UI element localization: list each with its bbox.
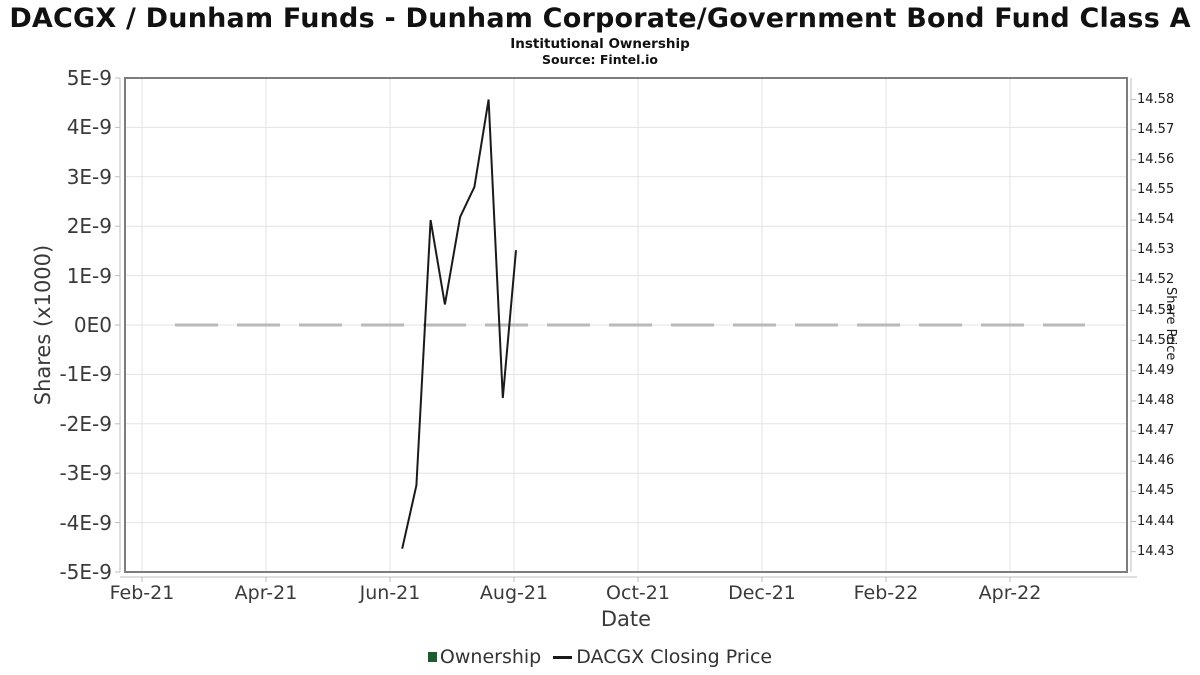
- right-axis-tick-label: 14.50: [1137, 332, 1175, 348]
- right-axis-tick-label: 14.46: [1137, 453, 1175, 469]
- left-axis-tick-label: 0E0: [73, 313, 112, 337]
- right-axis-tick-label: 14.49: [1137, 362, 1175, 378]
- right-axis-tick-label: 14.48: [1137, 392, 1175, 408]
- right-axis-tick-label: 14.54: [1137, 212, 1175, 228]
- ownership-swatch-icon: [427, 652, 437, 662]
- x-axis-tick-label: Aug-21: [479, 582, 549, 604]
- left-axis-tick-label: -2E-9: [59, 411, 112, 436]
- left-axis-tick-label: -1E-9: [59, 362, 112, 387]
- legend-item-price[interactable]: DACGX Closing Price: [541, 646, 772, 668]
- x-axis-title: Date: [600, 607, 652, 631]
- left-axis-tick-label: 3E-9: [66, 164, 112, 189]
- legend: Ownership DACGX Closing Price: [0, 646, 1200, 668]
- left-axis-tick-label: 5E-9: [66, 66, 112, 90]
- right-axis-tick-label: 14.47: [1137, 423, 1175, 439]
- x-axis-tick-label: Oct-21: [606, 582, 670, 604]
- plot-area: [115, 77, 1137, 582]
- right-axis-tick-label: 14.55: [1137, 181, 1175, 197]
- left-axis-tick-label: 1E-9: [66, 263, 112, 288]
- left-axis-tick-label: 4E-9: [66, 115, 112, 140]
- chart-subtitle: Institutional Ownership: [510, 36, 690, 52]
- plot-border: [124, 77, 1128, 573]
- right-axis-tick-label: 14.51: [1137, 302, 1175, 318]
- right-axis-tick-label: 14.53: [1137, 242, 1175, 258]
- right-axis-tick-label: 14.43: [1137, 543, 1175, 559]
- right-axis-tick-label: 14.45: [1137, 483, 1175, 499]
- price-line-swatch-icon: [553, 655, 573, 659]
- left-axis-tick-label: -3E-9: [59, 461, 112, 486]
- right-axis-tick-label: 14.52: [1137, 272, 1175, 288]
- x-axis-tick-label: Apr-22: [978, 582, 1042, 604]
- right-axis-tick-label: 14.57: [1137, 121, 1175, 137]
- right-axis-tick-label: 14.44: [1137, 513, 1175, 529]
- right-axis-title: Share Price: [1163, 287, 1178, 361]
- left-axis-tick-label: -5E-9: [59, 560, 112, 584]
- legend-label-ownership: Ownership: [439, 646, 542, 668]
- chart-source: Source: Fintel.io: [542, 52, 658, 67]
- x-axis-tick-label: Jun-21: [359, 582, 421, 604]
- legend-item-ownership[interactable]: Ownership: [427, 646, 542, 668]
- left-axis-tick-label: 2E-9: [66, 214, 112, 239]
- right-axis-tick-label: 14.56: [1137, 151, 1175, 167]
- right-axis-tick-label: 14.58: [1137, 91, 1175, 107]
- left-axis-tick-label: -4E-9: [59, 510, 112, 535]
- left-axis-title: Shares (x1000): [31, 244, 55, 406]
- price-line: [401, 99, 517, 549]
- x-axis-tick-label: Feb-22: [853, 582, 919, 604]
- page-title: DACGX / Dunham Funds - Dunham Corporate/…: [9, 3, 1191, 34]
- x-axis-tick-label: Dec-21: [728, 582, 796, 604]
- x-axis-tick-label: Feb-21: [109, 582, 175, 604]
- x-axis-tick-label: Apr-21: [234, 582, 298, 604]
- legend-label-price: DACGX Closing Price: [576, 646, 773, 668]
